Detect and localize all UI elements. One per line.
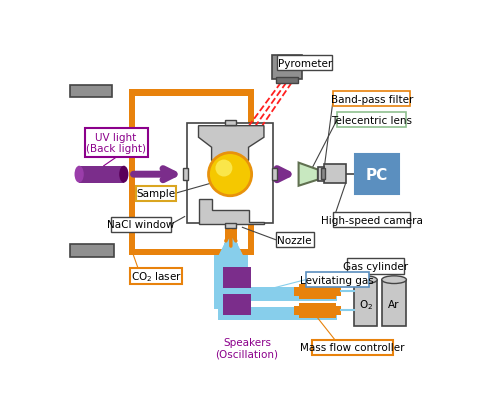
Bar	[79, 166, 124, 183]
Bar	[272, 56, 302, 80]
Bar	[382, 280, 406, 326]
Bar	[354, 280, 377, 326]
Text: High-speed camera: High-speed camera	[321, 215, 422, 225]
Bar	[355, 155, 400, 195]
Bar	[335, 287, 341, 296]
Bar	[84, 129, 148, 158]
Bar	[248, 211, 254, 255]
Bar	[276, 233, 314, 248]
Bar	[129, 249, 254, 255]
Text: Gas cylinder: Gas cylinder	[343, 261, 408, 271]
Circle shape	[208, 153, 252, 196]
Polygon shape	[198, 199, 264, 225]
Bar	[223, 267, 251, 288]
Circle shape	[216, 160, 232, 177]
Text: CO$_2$ laser: CO$_2$ laser	[130, 269, 182, 283]
Bar	[312, 340, 392, 355]
Ellipse shape	[74, 166, 84, 183]
Bar	[129, 90, 254, 96]
Bar	[218, 307, 337, 321]
Bar	[224, 228, 237, 255]
Bar	[110, 217, 171, 233]
Bar	[226, 224, 236, 228]
Bar	[214, 255, 248, 309]
Bar	[276, 78, 298, 83]
Bar	[337, 113, 406, 128]
Text: Speakers
(Oscillation): Speakers (Oscillation)	[216, 337, 278, 358]
Text: Band-pass filter: Band-pass filter	[330, 95, 413, 104]
Bar	[223, 294, 251, 316]
Bar	[136, 186, 176, 202]
Bar	[212, 336, 282, 359]
Bar	[333, 92, 410, 107]
Bar	[306, 272, 368, 288]
Text: Ar: Ar	[388, 299, 400, 310]
Bar	[298, 303, 336, 318]
Bar	[324, 165, 345, 184]
Bar	[318, 168, 324, 182]
Ellipse shape	[382, 276, 406, 284]
Bar	[321, 169, 325, 179]
Ellipse shape	[119, 166, 128, 183]
Bar	[226, 121, 236, 126]
Text: O$_2$: O$_2$	[358, 298, 372, 311]
Text: UV light
(Back light): UV light (Back light)	[86, 133, 146, 154]
Text: Mass flow controller: Mass flow controller	[300, 343, 405, 353]
Text: Telecentric lens: Telecentric lens	[331, 115, 412, 125]
Ellipse shape	[354, 276, 377, 284]
Text: Nozzle: Nozzle	[278, 235, 312, 245]
Bar	[218, 288, 337, 301]
Bar	[187, 124, 273, 224]
Text: Levitating gas: Levitating gas	[300, 275, 374, 285]
Polygon shape	[198, 126, 264, 161]
Bar	[70, 244, 114, 257]
Bar	[298, 284, 336, 299]
Bar	[347, 259, 404, 274]
Text: Pyrometer: Pyrometer	[278, 58, 332, 69]
Text: Sample: Sample	[136, 189, 175, 199]
Bar	[294, 306, 300, 316]
Bar	[248, 90, 254, 127]
Bar	[277, 56, 332, 71]
Bar	[335, 306, 341, 316]
Bar	[294, 287, 300, 296]
Bar	[333, 212, 410, 228]
Bar	[70, 85, 112, 98]
Text: NaCl window: NaCl window	[107, 220, 174, 230]
Bar	[130, 268, 182, 284]
Bar	[129, 90, 136, 255]
Bar	[183, 169, 188, 181]
Polygon shape	[298, 163, 318, 186]
Bar	[272, 169, 277, 181]
Bar	[218, 255, 244, 308]
Text: PC: PC	[366, 167, 388, 182]
